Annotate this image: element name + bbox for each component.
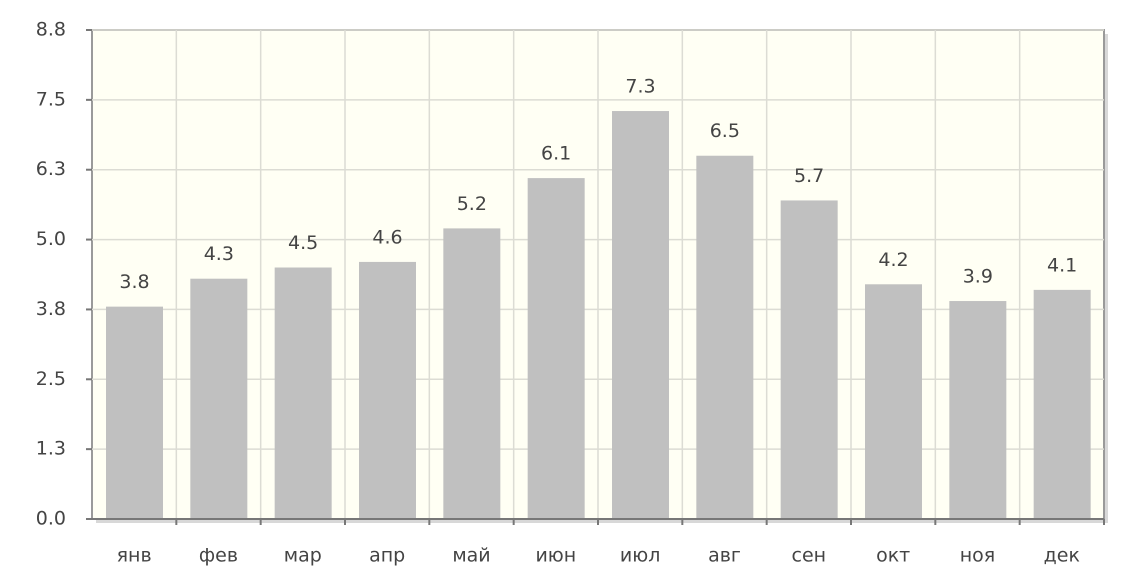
value-label: 5.7 xyxy=(794,165,824,187)
x-tick-label: апр xyxy=(369,545,405,567)
x-tick-label: мар xyxy=(284,545,322,567)
value-label: 6.5 xyxy=(710,120,740,142)
bar xyxy=(1033,289,1091,519)
bar xyxy=(527,178,585,519)
x-tick-label: янв xyxy=(117,545,152,567)
x-tick-label: фев xyxy=(199,545,238,567)
x-tick-label: окт xyxy=(876,545,910,567)
value-label: 4.2 xyxy=(878,249,908,271)
x-tick-label: июн xyxy=(535,545,576,567)
bar xyxy=(106,306,163,519)
bar xyxy=(612,111,669,519)
value-label: 3.8 xyxy=(119,271,149,293)
y-tick-label: 3.8 xyxy=(36,298,66,320)
value-label: 4.1 xyxy=(1047,254,1077,276)
bar xyxy=(443,228,501,519)
bar xyxy=(949,301,1007,519)
x-tick-label: июл xyxy=(620,545,661,567)
value-label: 6.1 xyxy=(541,143,571,165)
y-tick-label: 6.3 xyxy=(36,158,66,180)
bar xyxy=(359,261,416,519)
value-label: 3.9 xyxy=(963,266,993,288)
y-tick-label: 5.0 xyxy=(36,228,66,250)
y-tick-label: 1.3 xyxy=(36,438,66,460)
x-tick-label: дек xyxy=(1044,545,1080,567)
x-tick-label: май xyxy=(452,545,490,567)
value-label: 4.3 xyxy=(204,243,234,265)
bar xyxy=(780,200,838,520)
x-tick-label: ноя xyxy=(960,545,995,567)
x-tick-label: сен xyxy=(792,545,827,567)
x-tick-label: авг xyxy=(708,545,741,567)
bar xyxy=(865,284,922,519)
y-tick-label: 0.0 xyxy=(36,508,66,530)
value-label: 7.3 xyxy=(625,76,655,98)
bar xyxy=(274,267,332,519)
bar xyxy=(696,155,754,519)
value-label: 4.5 xyxy=(288,232,318,254)
y-tick-label: 2.5 xyxy=(36,368,66,390)
value-label: 4.6 xyxy=(372,226,402,248)
y-tick-label: 8.8 xyxy=(36,19,66,41)
y-tick-label: 7.5 xyxy=(36,88,66,110)
value-label: 5.2 xyxy=(457,193,487,215)
bar xyxy=(190,278,248,519)
